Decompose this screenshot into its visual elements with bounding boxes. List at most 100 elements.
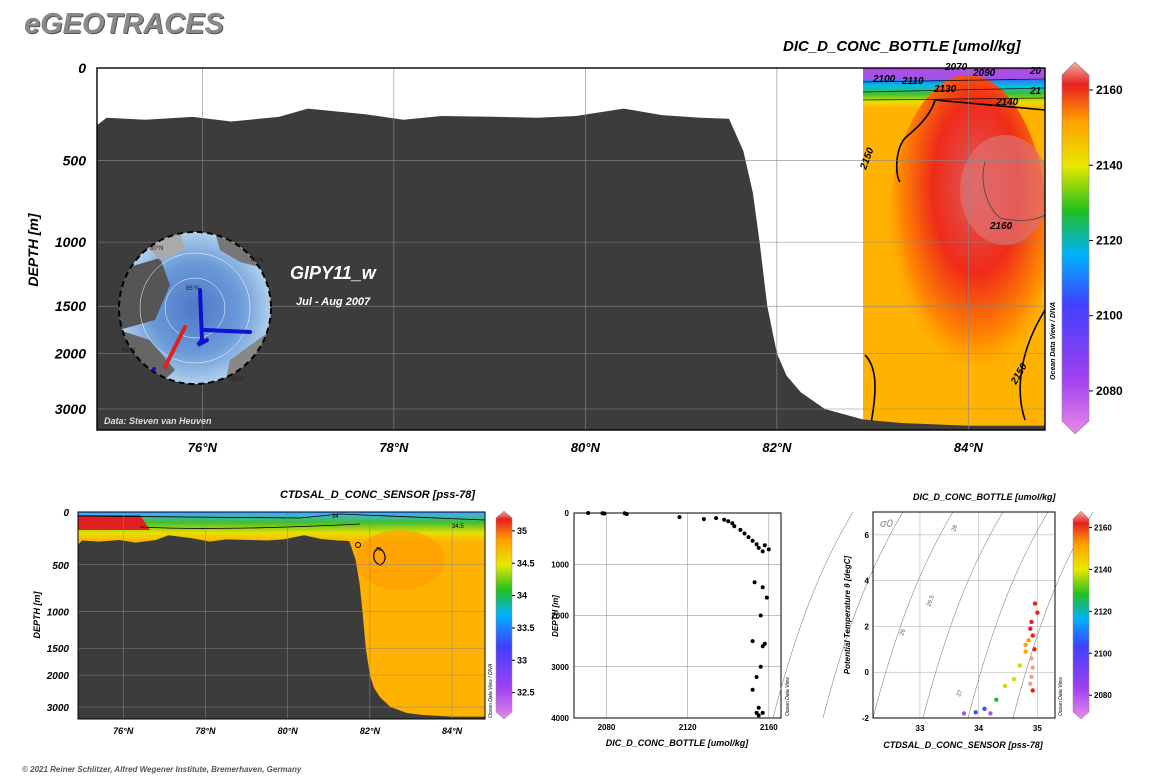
map-label-65n: 65°N [122, 348, 135, 354]
main-contour-label: 2140 [995, 97, 1019, 108]
sal-contour-label-34: 34 [332, 514, 339, 520]
map-parallel-85 [164, 277, 226, 339]
ts-colorbar-tick: 2120 [1094, 607, 1112, 616]
sal-lat-tick: 80°N [278, 726, 299, 736]
brand-logo: eGEOTRACES [24, 8, 224, 40]
ts-point [1011, 676, 1017, 682]
sal-bathymetry [78, 535, 485, 719]
ts-point [1030, 633, 1035, 638]
ts-point [1028, 626, 1033, 631]
main-plot-frame [96, 67, 1046, 431]
main-lat-tick: 84°N [954, 440, 984, 455]
cruise-dates: Jul - Aug 2007 [296, 296, 371, 308]
ts-colorbar-tick: 2100 [1094, 649, 1112, 658]
sal-depth-tick: 2000 [46, 671, 70, 682]
main-lat-tick: 78°N [379, 440, 409, 455]
map-land-greenland [119, 258, 170, 330]
ts-point [973, 710, 978, 715]
profile-odv-credit: Ocean Data View [785, 677, 791, 716]
ts-point [994, 697, 999, 702]
ts-points [961, 601, 1040, 716]
ts-sigma-label: σ0 [880, 518, 894, 530]
main-contour-label: 2100 [872, 74, 896, 85]
ts-y-tick: 0 [865, 668, 870, 677]
ts-colorbar-bar [1072, 510, 1090, 720]
sal-surface-fresh [78, 512, 485, 516]
ts-point [1028, 681, 1033, 686]
ts-colorbar-tick: 2140 [1094, 565, 1112, 574]
ts-point [1023, 642, 1028, 647]
profile-point [750, 639, 755, 644]
main-contour-2150-lower-right [1019, 309, 1045, 421]
profile-point [758, 613, 763, 618]
sal-lat-tick: 82°N [360, 726, 381, 736]
main-contour-2150-upper [895, 99, 1045, 183]
main-lat-tick: 80°N [571, 440, 601, 455]
station-map: 85°N 80°N 75°N 65°N 80°N [118, 231, 272, 385]
sal-odv-credit: Ocean Data View / DIVA [488, 663, 494, 718]
sal-colorbar-tick: 34 [517, 591, 527, 601]
sal-plot-frame [77, 511, 486, 720]
ts-colorbar-tick: 2160 [1094, 523, 1112, 532]
ts-point [1023, 649, 1028, 654]
main-depth-tick: 500 [63, 152, 87, 168]
sal-colorbar: 35 34.5 34 33.5 33 32.5 [495, 510, 535, 720]
ts-isopycnal-line [872, 511, 954, 719]
main-colorbar-tick: 2120 [1096, 233, 1123, 247]
ts-x-axis-label: CTDSAL_D_CONC_SENSOR [pss-78] [883, 740, 1044, 750]
ts-point [1030, 688, 1035, 693]
sal-y-axis-label: DEPTH [m] [32, 590, 42, 638]
ts-diagram-plot: 26 26.5 27 28 33 34 35 6 4 2 0 -2 σ0 CTDSAL_D_CONC… [772, 511, 1094, 750]
ts-y-tick: 6 [865, 531, 870, 540]
map-border [118, 231, 272, 385]
main-depth-tick: 2000 [54, 345, 86, 361]
data-credit: Data: Steven van Heuven [104, 416, 212, 426]
map-station-marker [152, 367, 156, 371]
sal-atlantic-inflow [78, 515, 150, 530]
main-chart-title: DIC_D_CONC_BOTTLE [umol/kg] [783, 38, 1021, 55]
main-contour-label: 2130 [933, 84, 957, 95]
profile-point [760, 549, 765, 554]
ts-y-tick: -2 [862, 714, 870, 723]
sal-lat-tick: 78°N [195, 726, 216, 736]
profile-point [764, 595, 769, 600]
profile-point [722, 517, 727, 522]
profile-point [750, 538, 755, 543]
sal-contour-label-35: 35 [376, 547, 382, 553]
profile-point [701, 517, 706, 522]
ts-point [961, 711, 967, 716]
profile-point [726, 519, 731, 524]
profile-point [714, 516, 719, 521]
main-contour-surface-lines [862, 78, 1045, 101]
profile-point [766, 547, 771, 552]
sal-colorbar-tick: 33.5 [517, 623, 535, 633]
main-depth-tick: 1500 [55, 298, 86, 314]
ts-point [982, 706, 987, 711]
sal-contour-label-34-5: 34.5 [452, 524, 464, 530]
sal-chart-title: CTDSAL_D_CONC_SENSOR [pss-78] [280, 489, 475, 501]
profile-point [732, 524, 737, 529]
main-contour-label: 2110 [901, 76, 924, 87]
map-parallel-80 [139, 252, 251, 364]
main-section-plot: 76°N 78°N 80°N 82°N 84°N 0 500 1000 1500 2000 3000… [25, 60, 1057, 455]
ts-x-tick: 33 [916, 724, 925, 733]
ts-point [1017, 663, 1022, 668]
sal-depth-tick: 3000 [47, 703, 70, 714]
profile-frame [573, 512, 782, 719]
ts-point [1035, 610, 1040, 615]
salinity-section-plot: 76°N 78°N 80°N 82°N 84°N 0 500 1000 1500 2000 3000… [32, 508, 494, 736]
copyright-footer: © 2021 Reiner Schlitzer, Alfred Wegener … [22, 765, 302, 774]
ts-point [1032, 647, 1037, 652]
main-odv-credit: Ocean Data View / DIVA [1050, 302, 1057, 380]
sal-lat-tick: 76°N [113, 726, 134, 736]
sal-contour-35-small [355, 542, 361, 548]
profile-point [730, 521, 735, 526]
ts-colorbar-tick: 2080 [1094, 691, 1112, 700]
profile-x-tick: 2160 [760, 723, 778, 732]
ts-isopycnal-line [967, 511, 1049, 719]
sal-colorbar-tick: 33 [517, 655, 527, 665]
main-contour-label: 2160 [989, 221, 1013, 232]
ts-point [1002, 683, 1008, 689]
sal-lat-tick: 84°N [442, 726, 463, 736]
